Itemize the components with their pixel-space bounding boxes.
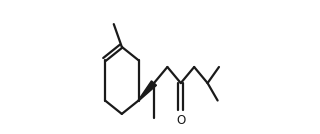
Text: O: O [176,114,185,127]
Polygon shape [138,81,156,101]
